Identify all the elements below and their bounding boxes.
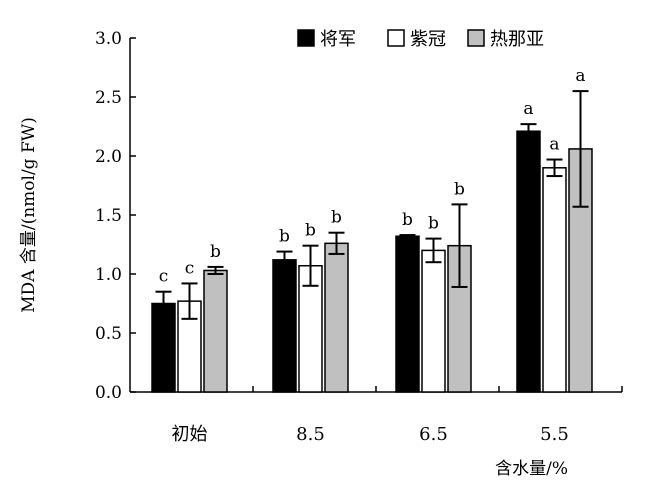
bar [151,302,176,393]
category-label: 5.5 [540,424,569,445]
significance-letter: c [159,267,169,287]
bar [542,167,567,393]
y-tick-label: 2.0 [95,147,122,167]
x-axis-ticks: 初始 8.5 6.5 5.5 [172,386,623,445]
category-label: 8.5 [296,424,325,445]
legend-swatch [297,29,315,47]
significance-letter: b [428,214,439,234]
y-tick-label: 1.5 [95,206,122,226]
significance-letter: b [454,179,465,199]
significance-letter: b [402,210,413,230]
y-tick-label: 1.0 [95,265,122,285]
significance-letter: c [185,258,195,278]
legend-label: 将军 [320,29,356,50]
legend-label: 紫冠 [410,29,446,50]
bar [395,235,420,393]
y-tick-label: 0.5 [95,324,122,344]
legend-label: 热那亚 [490,29,544,50]
bar [421,249,446,393]
legend: 将军 紫冠 热那亚 [297,29,544,50]
y-axis-ticks: 0.0 0.5 1.0 1.5 2.0 2.5 3.0 [95,29,136,403]
significance-letter: b [331,208,342,228]
y-tick-label: 3.0 [95,29,122,49]
bar [272,259,297,393]
significance-letter: a [549,135,559,155]
bar [324,242,349,393]
category-label: 初始 [172,424,208,445]
x-axis-title: 含水量/% [495,459,568,479]
bar [516,130,541,393]
significance-letter: b [305,221,316,241]
significance-letter: a [575,66,585,86]
y-axis-title: MDA 含量/(nmol/g FW) [19,117,39,313]
category-label: 6.5 [419,424,448,445]
legend-swatch [467,29,485,47]
y-tick-label: 0.0 [95,383,122,403]
y-tick-label: 2.5 [95,88,122,108]
significance-letter: b [210,242,221,262]
significance-letter: b [279,227,290,247]
bar [203,269,228,393]
significance-letter: a [523,99,533,119]
legend-swatch [387,29,405,47]
